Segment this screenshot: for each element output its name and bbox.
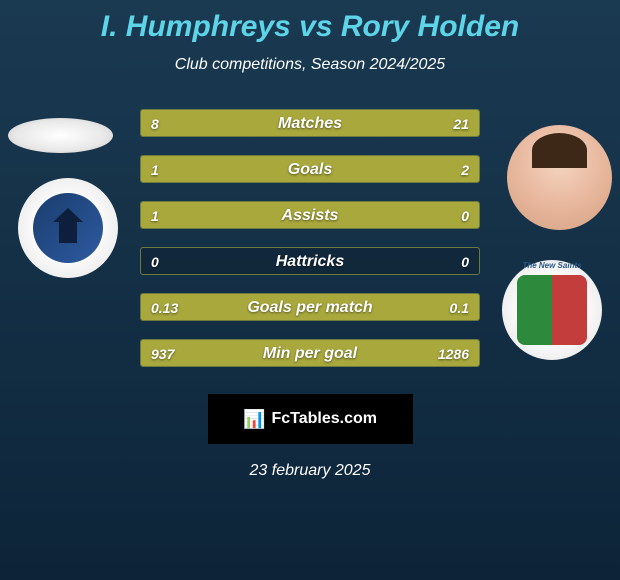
stat-value-right: 21	[453, 110, 469, 137]
stat-row: 0Hattricks0	[140, 247, 480, 275]
stat-value-right: 0	[461, 202, 469, 229]
stat-value-right: 2	[461, 156, 469, 183]
stat-row: 0.13Goals per match0.1	[140, 293, 480, 321]
stat-label: Goals per match	[141, 294, 479, 321]
stat-row: 8Matches21	[140, 109, 480, 137]
footer-brand: FcTables.com	[271, 410, 377, 428]
chart-icon: 📊	[243, 409, 265, 430]
stat-label: Goals	[141, 156, 479, 183]
stat-label: Hattricks	[141, 248, 479, 275]
stat-label: Assists	[141, 202, 479, 229]
stat-row: 1Assists0	[140, 201, 480, 229]
stat-bars: 8Matches211Goals21Assists00Hattricks00.1…	[140, 109, 480, 385]
date-label: 23 february 2025	[0, 462, 620, 480]
stat-value-right: 1286	[438, 340, 469, 367]
stat-row: 937Min per goal1286	[140, 339, 480, 367]
stats-area: 8Matches211Goals21Assists00Hattricks00.1…	[0, 109, 620, 389]
stat-value-right: 0	[461, 248, 469, 275]
stat-value-right: 0.1	[450, 294, 469, 321]
stat-label: Matches	[141, 110, 479, 137]
page-title: I. Humphreys vs Rory Holden	[0, 10, 620, 44]
footer-badge: 📊 FcTables.com	[208, 394, 413, 444]
stat-label: Min per goal	[141, 340, 479, 367]
subtitle: Club competitions, Season 2024/2025	[0, 56, 620, 74]
stat-row: 1Goals2	[140, 155, 480, 183]
comparison-card: I. Humphreys vs Rory Holden Club competi…	[0, 0, 620, 580]
